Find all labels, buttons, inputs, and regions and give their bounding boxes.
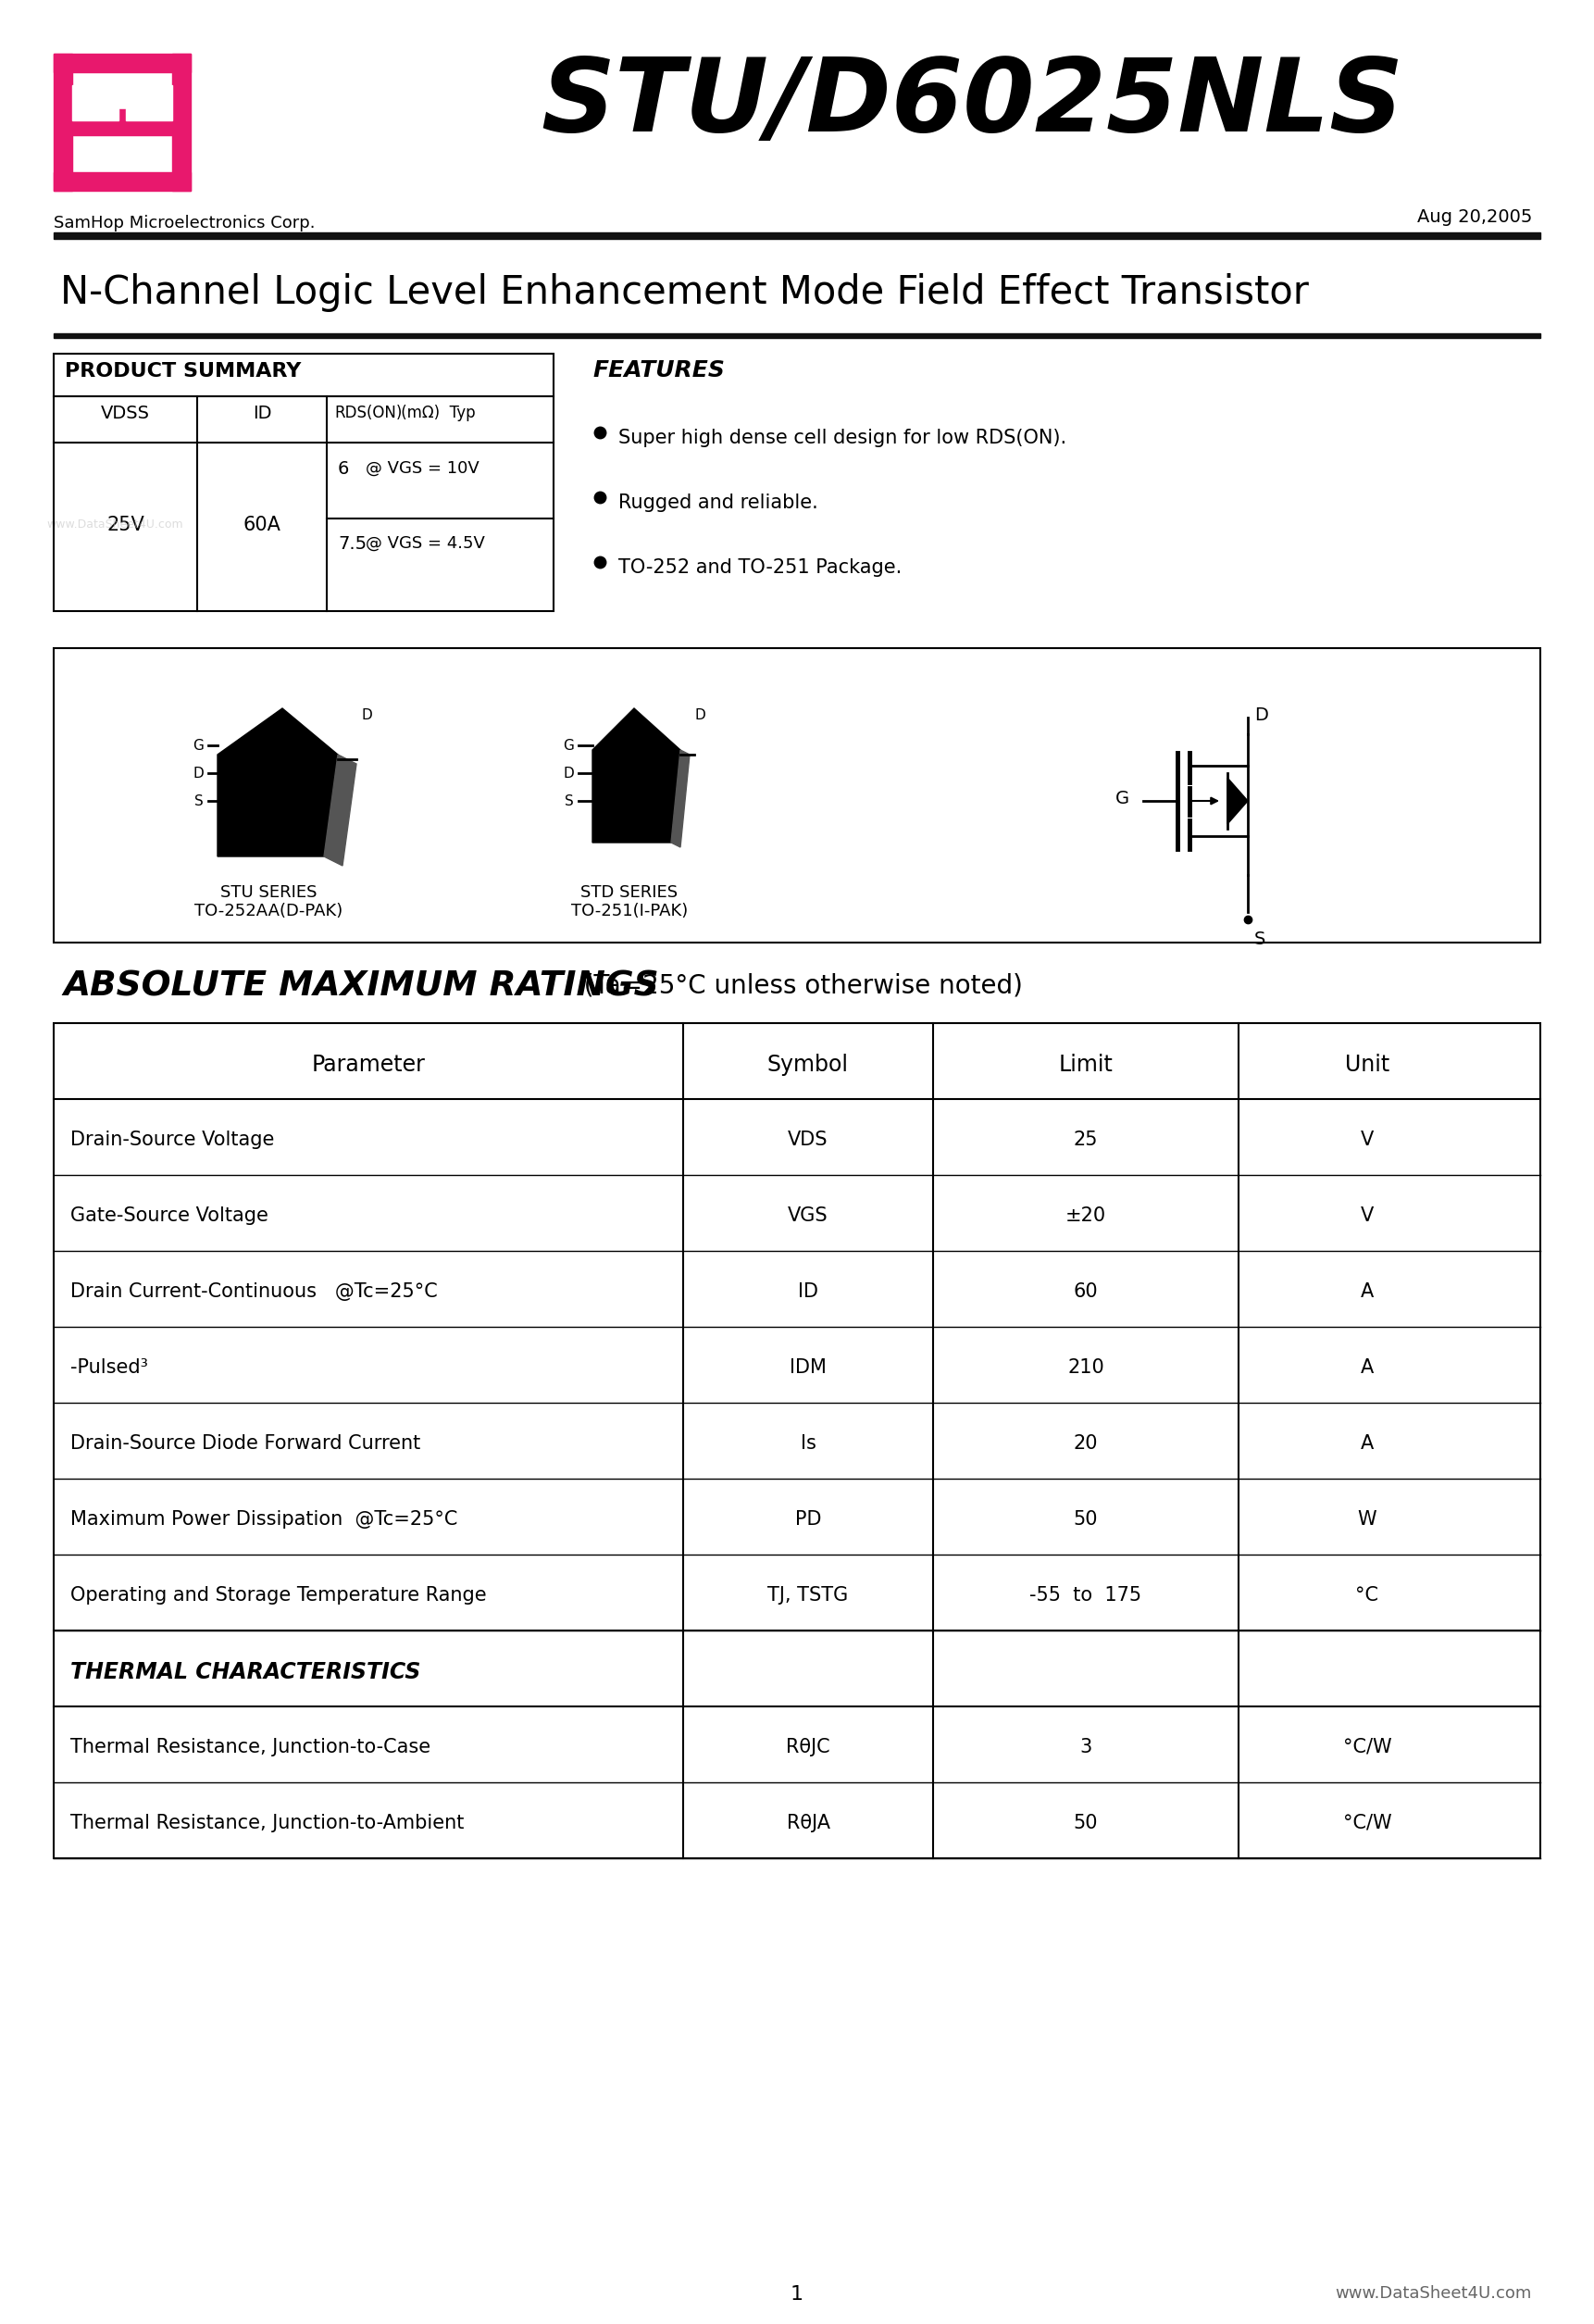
Text: 50: 50 xyxy=(1073,1511,1098,1529)
Text: Aug 20,2005: Aug 20,2005 xyxy=(1417,209,1532,225)
Bar xyxy=(172,53,191,191)
Text: 3: 3 xyxy=(1079,1738,1092,1757)
Text: V: V xyxy=(1361,1206,1374,1225)
Text: www.DataSheet4U.com: www.DataSheet4U.com xyxy=(46,518,183,530)
Text: Maximum Power Dissipation  @Tc=25°C: Maximum Power Dissipation @Tc=25°C xyxy=(70,1511,457,1529)
Text: Parameter: Parameter xyxy=(311,1053,426,1076)
Text: 25V: 25V xyxy=(107,516,145,535)
Text: °C/W: °C/W xyxy=(1342,1738,1392,1757)
Text: ID: ID xyxy=(252,404,271,423)
Text: 60: 60 xyxy=(1073,1283,1098,1301)
Text: ABSOLUTE MAXIMUM RATINGS: ABSOLUTE MAXIMUM RATINGS xyxy=(62,971,658,1004)
Bar xyxy=(126,86,172,121)
Polygon shape xyxy=(593,709,681,844)
Text: RDS(ON): RDS(ON) xyxy=(335,404,402,421)
Text: STU SERIES: STU SERIES xyxy=(220,883,317,902)
Bar xyxy=(72,109,172,135)
Text: W: W xyxy=(1358,1511,1377,1529)
Text: A: A xyxy=(1361,1357,1374,1376)
Text: (mΩ)  Typ: (mΩ) Typ xyxy=(397,404,475,421)
Text: Symbol: Symbol xyxy=(767,1053,850,1076)
Text: Thermal Resistance, Junction-to-Ambient: Thermal Resistance, Junction-to-Ambient xyxy=(70,1813,464,1831)
Text: PD: PD xyxy=(795,1511,821,1529)
Text: STU/D6025NLS: STU/D6025NLS xyxy=(540,53,1403,153)
Text: S: S xyxy=(564,795,574,809)
Text: VDS: VDS xyxy=(787,1129,829,1148)
Bar xyxy=(54,332,1540,337)
Text: 1: 1 xyxy=(791,2284,803,2303)
Bar xyxy=(54,648,1540,944)
Text: -Pulsed³: -Pulsed³ xyxy=(70,1357,148,1376)
Text: Rugged and reliable.: Rugged and reliable. xyxy=(618,493,818,511)
Text: °C/W: °C/W xyxy=(1342,1813,1392,1831)
Text: Operating and Storage Temperature Range: Operating and Storage Temperature Range xyxy=(70,1585,486,1604)
Text: S: S xyxy=(1254,930,1266,948)
Bar xyxy=(54,353,553,611)
Bar xyxy=(54,232,1540,239)
Text: 7.5: 7.5 xyxy=(338,535,367,553)
Text: D: D xyxy=(360,709,371,723)
Text: www.DataSheet4U.com: www.DataSheet4U.com xyxy=(1336,2284,1532,2301)
Bar xyxy=(54,172,191,191)
Text: TO-252 and TO-251 Package.: TO-252 and TO-251 Package. xyxy=(618,558,902,576)
Bar xyxy=(54,1023,1540,1859)
Text: VDSS: VDSS xyxy=(100,404,150,423)
Text: 210: 210 xyxy=(1068,1357,1105,1376)
Text: PRODUCT SUMMARY: PRODUCT SUMMARY xyxy=(65,363,301,381)
Text: V: V xyxy=(1361,1129,1374,1148)
Text: 50: 50 xyxy=(1073,1813,1098,1831)
Text: 6: 6 xyxy=(338,460,349,479)
Text: Gate-Source Voltage: Gate-Source Voltage xyxy=(70,1206,268,1225)
Bar xyxy=(54,53,72,191)
Text: TO-251(I-PAK): TO-251(I-PAK) xyxy=(571,902,689,920)
Text: TO-252AA(D-PAK): TO-252AA(D-PAK) xyxy=(194,902,343,920)
Text: Is: Is xyxy=(800,1434,816,1452)
Bar xyxy=(72,86,118,121)
Text: TJ, TSTG: TJ, TSTG xyxy=(768,1585,848,1604)
Polygon shape xyxy=(324,755,357,867)
Polygon shape xyxy=(1227,779,1248,825)
Text: @ VGS = 10V: @ VGS = 10V xyxy=(365,460,480,476)
Text: D: D xyxy=(695,709,705,723)
Text: @ VGS = 4.5V: @ VGS = 4.5V xyxy=(365,535,485,551)
Text: G: G xyxy=(193,739,204,753)
Text: STD SERIES: STD SERIES xyxy=(580,883,677,902)
Text: D: D xyxy=(563,767,574,781)
Text: (Ta=25°C unless otherwise noted): (Ta=25°C unless otherwise noted) xyxy=(567,974,1023,999)
Text: FEATURES: FEATURES xyxy=(593,360,725,381)
Text: 25: 25 xyxy=(1073,1129,1098,1148)
Text: Unit: Unit xyxy=(1345,1053,1390,1076)
Polygon shape xyxy=(217,709,338,858)
Text: 60A: 60A xyxy=(242,516,281,535)
Text: Drain-Source Diode Forward Current: Drain-Source Diode Forward Current xyxy=(70,1434,421,1452)
Text: ID: ID xyxy=(799,1283,818,1301)
Text: Super high dense cell design for low RDS(ON).: Super high dense cell design for low RDS… xyxy=(618,428,1066,446)
Text: ±20: ±20 xyxy=(1065,1206,1106,1225)
Text: A: A xyxy=(1361,1434,1374,1452)
Text: RθJA: RθJA xyxy=(786,1813,830,1831)
Text: N-Channel Logic Level Enhancement Mode Field Effect Transistor: N-Channel Logic Level Enhancement Mode F… xyxy=(61,274,1309,311)
Polygon shape xyxy=(671,751,690,848)
Text: G: G xyxy=(563,739,574,753)
Text: °C: °C xyxy=(1355,1585,1379,1604)
Text: THERMAL CHARACTERISTICS: THERMAL CHARACTERISTICS xyxy=(70,1662,421,1683)
Text: -55  to  175: -55 to 175 xyxy=(1030,1585,1141,1604)
Text: Limit: Limit xyxy=(1058,1053,1113,1076)
Text: Drain-Source Voltage: Drain-Source Voltage xyxy=(70,1129,274,1148)
Text: G: G xyxy=(1116,790,1129,806)
Text: SamHop Microelectronics Corp.: SamHop Microelectronics Corp. xyxy=(54,214,316,232)
Text: Drain Current-Continuous   @Tc=25°C: Drain Current-Continuous @Tc=25°C xyxy=(70,1283,438,1301)
Text: D: D xyxy=(1254,706,1269,725)
Bar xyxy=(54,53,191,72)
Text: A: A xyxy=(1361,1283,1374,1301)
Text: Thermal Resistance, Junction-to-Case: Thermal Resistance, Junction-to-Case xyxy=(70,1738,430,1757)
Text: 20: 20 xyxy=(1073,1434,1098,1452)
Text: IDM: IDM xyxy=(789,1357,827,1376)
Text: VGS: VGS xyxy=(787,1206,829,1225)
Text: RθJC: RθJC xyxy=(786,1738,830,1757)
Text: S: S xyxy=(194,795,204,809)
Text: D: D xyxy=(193,767,204,781)
